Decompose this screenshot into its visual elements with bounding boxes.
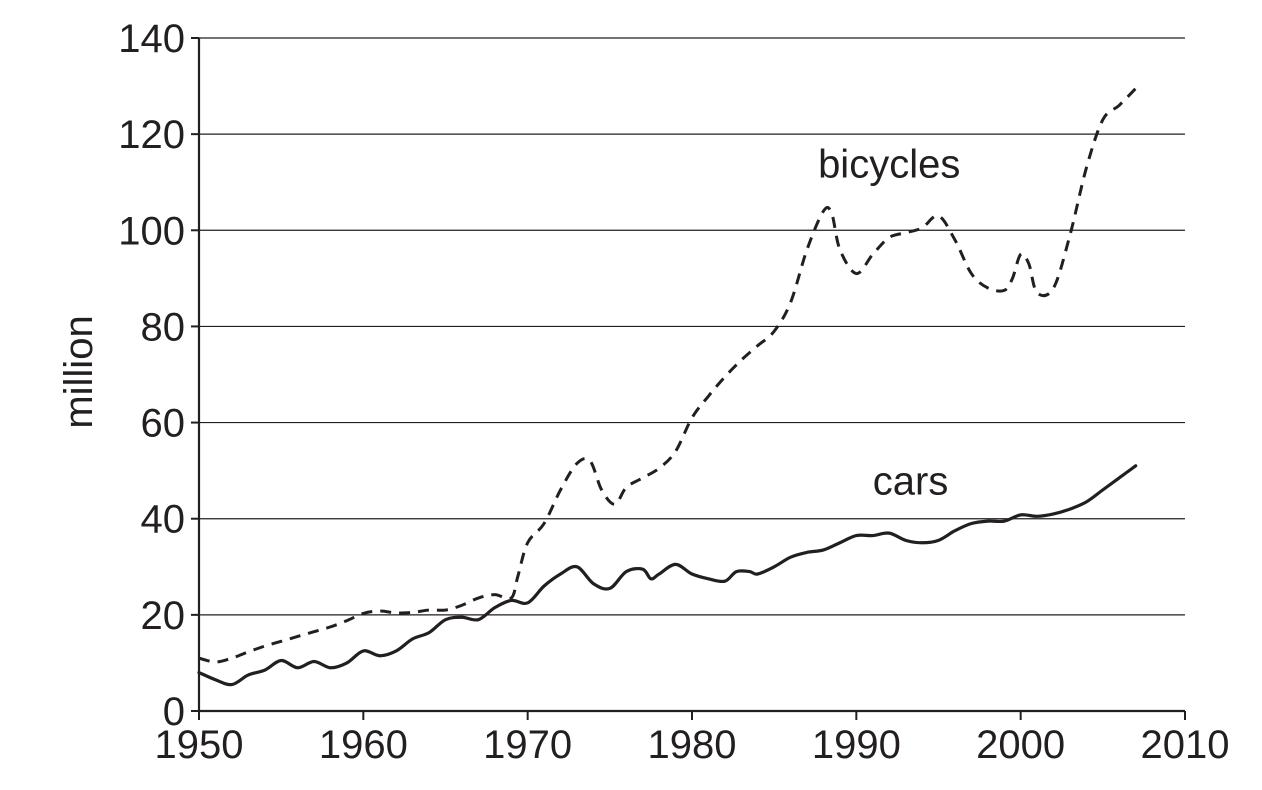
tick-labels: 0 20 40 60 80 100 120 140 1950 1960 1970 1980 1990 20… <box>118 17 1229 767</box>
axes <box>191 37 1186 720</box>
cars-line <box>197 464 1138 687</box>
y-axis-title: million <box>57 315 101 428</box>
series-lines <box>197 87 1138 687</box>
grid-lines <box>199 37 1185 616</box>
y-tick-label: 0 <box>163 690 185 734</box>
x-tick-label: 1960 <box>319 723 408 767</box>
y-tick-label: 40 <box>141 498 186 542</box>
x-tick-label: 1970 <box>483 723 572 767</box>
bicycles-line <box>198 87 1137 664</box>
x-tick-label: 2010 <box>1141 723 1230 767</box>
y-tick-label: 20 <box>141 594 186 638</box>
series-labels: bicycles cars <box>818 142 960 503</box>
y-tick-label: 100 <box>118 209 185 253</box>
y-tick-label: 60 <box>141 402 186 446</box>
bicycles-label: bicycles <box>818 142 960 186</box>
y-tick-label: 120 <box>118 113 185 157</box>
x-tick-label: 2000 <box>976 723 1065 767</box>
x-tick-label: 1980 <box>648 723 737 767</box>
y-tick-label: 80 <box>141 305 186 349</box>
y-tick-label: 140 <box>118 17 185 61</box>
cars-label: cars <box>873 460 949 504</box>
x-tick-label: 1950 <box>155 723 244 767</box>
x-tick-label: 1990 <box>812 723 901 767</box>
